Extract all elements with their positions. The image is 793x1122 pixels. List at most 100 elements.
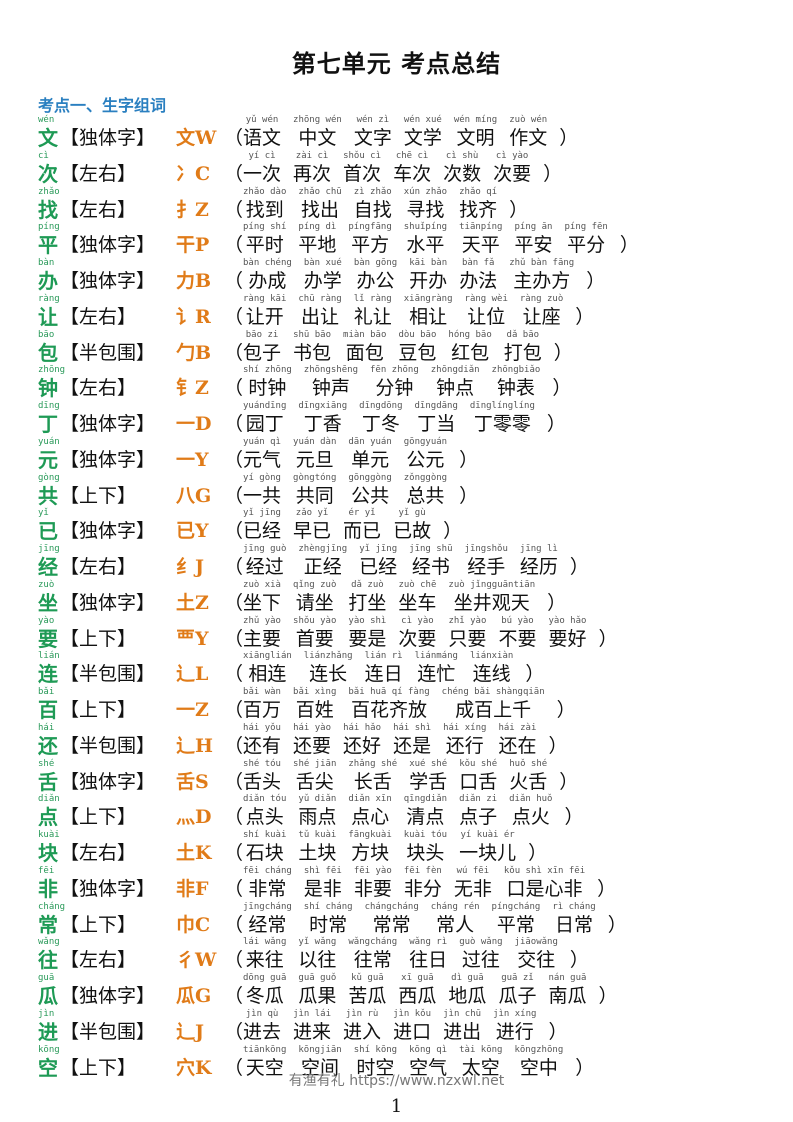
word-text: 中文 [298,127,337,149]
word-pinyin: yuán qì [243,436,281,447]
word: gòngtóng 共同 [293,473,336,508]
radical-letter: 土K [176,841,212,865]
word: shé tóu 舌头 [243,759,281,794]
structure: 【独体字】 [60,770,156,793]
word-pinyin: yí cì [248,150,276,161]
word: tǔ kuài 土块 [298,830,336,865]
word: tiānpíng 天平 [459,222,502,257]
word-text: 相连 [248,663,287,686]
word-pinyin: zì zhǎo [353,186,392,197]
structure: 【左右】 [60,949,137,972]
word: liánmáng 连忙 [415,651,458,686]
word-pinyin: zhǎo dào [243,186,287,197]
word: yǐ jīng 已经 [243,508,281,543]
initial-letter: R [195,305,211,328]
char-cell: kōng 空 [38,1045,64,1080]
word-text: 经书 [411,556,450,578]
word-text: 还有 [243,734,282,757]
word-pinyin: yào hǎo [548,615,587,626]
word-text: 还好 [343,734,382,757]
word: hái xíng 还行 [443,723,486,758]
word-pinyin: hái yǒu [243,722,281,733]
word: xī guā 西瓜 [398,973,436,1008]
radical-letter: 钅Z [176,376,209,400]
word-text: 进入 [343,1020,382,1043]
word-text: 时钟 [248,377,287,400]
word-pinyin: jìn qù [245,1008,279,1019]
word-text: 已故 [393,520,432,543]
character: 次 [38,161,58,186]
word-text: 寻找 [406,198,445,221]
word-text: 火舌 [509,770,548,793]
structure: 【上下】 [60,913,137,936]
word-list: （ dōng guā 冬瓜 guā guǒ 瓜果 kǔ guā 苦瓜 xī guā 西瓜 dì g… [224,973,617,1008]
word-text: 非要 [353,877,392,900]
paren-close: ） [586,270,606,292]
word: zǎo yǐ 早已 [293,508,331,543]
word: zhōngshēng 钟声 [304,365,358,400]
word-text: 已经 [243,520,282,543]
initial-letter: K [195,842,212,864]
word: ràng kāi 让开 [243,294,286,329]
word: qǐng zuò 请坐 [293,580,336,615]
character: 元 [38,447,58,472]
word: wén xué 文学 [404,115,442,150]
character: 常 [38,912,58,937]
word-pinyin: bǎi huā qí fàng [348,687,430,697]
word-text: 要好 [548,627,587,650]
word-text: 坐车 [398,591,437,614]
word-text: 瓜果 [298,985,337,1007]
word-pinyin: zhǔ bàn fāng [509,258,575,268]
word: chē cì 车次 [393,151,431,186]
word: shuǐpíng 水平 [404,222,447,257]
radical-letter: 纟J [176,555,204,579]
word-pinyin: zǎo yǐ [295,508,329,519]
radical-letter: 辶J [176,1020,204,1044]
word: jīngshǒu 经手 [465,544,508,579]
character: 文 [38,126,58,150]
char-pinyin: lián [38,651,60,662]
character: 找 [38,197,58,222]
word: cì yào 次要 [493,151,531,186]
word: zài cì 再次 [293,151,331,186]
word-text: 钟声 [311,377,350,400]
word-text: 连忙 [417,663,456,686]
word-text: 交往 [517,949,556,972]
radical-letter: 讠R [176,305,211,329]
char-cell: shé 舌 [38,759,64,794]
word: ràng wèi 让位 [465,294,508,329]
char-cell: guā 瓜 [38,973,64,1008]
character: 共 [38,483,58,508]
char-pinyin: ràng [38,293,60,304]
paren-open: （ [224,985,244,1007]
word-text: 点头 [245,806,284,829]
word: chéng bǎi shàngqiān 成百上千 [442,687,545,722]
radical-letter: 干P [176,233,209,257]
paren-open: （ [224,877,244,900]
word-pinyin: hái hǎo [343,722,382,733]
word: zhōng wén 中文 [293,115,342,150]
word-text: 苦瓜 [348,985,387,1007]
radical: 舌 [176,770,196,793]
word-text: 无非 [453,877,492,900]
word: píng ān 平安 [514,222,552,257]
structure: 【半包围】 [60,1020,156,1043]
word: shí kōng 时空 [354,1045,397,1080]
word: píng fēn 平分 [564,222,607,257]
word-pinyin: qǐng zuò [293,579,337,590]
word-pinyin: cì yào [495,150,529,161]
word: ràng zuò 让座 [520,294,563,329]
word-pinyin: cháng rén [430,901,480,912]
word-text: 次数 [443,162,482,185]
word: gōnggòng 公共 [348,473,391,508]
word-text: 请坐 [295,591,334,614]
word-pinyin: xiāngràng [403,293,453,304]
word-text: 土块 [298,842,337,864]
char-pinyin: jìn [38,1008,55,1019]
paren-close: ） [597,877,617,900]
word: yuán qì 元气 [243,437,281,472]
word-text: 坐下 [243,591,282,614]
word-text: 首次 [343,162,382,185]
word: shǒu yào 首要 [293,616,336,651]
paren-close: ） [546,413,566,435]
